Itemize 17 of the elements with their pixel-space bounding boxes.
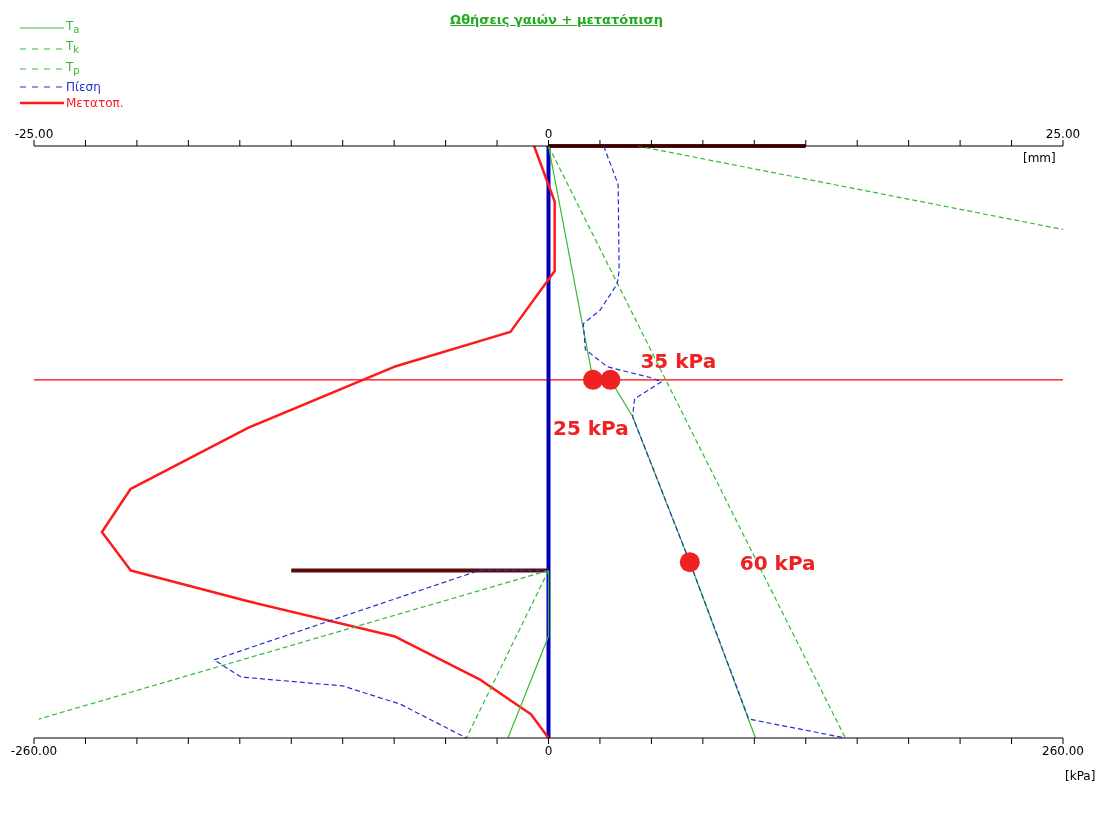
x-axis-title: [kPa] — [1065, 769, 1096, 783]
x2-tick-label: -25.00 — [14, 127, 54, 141]
x-tick-label: -260.00 — [10, 743, 58, 758]
legend-label: Πίεση — [66, 79, 101, 96]
legend-label: T$_{k}$ — [66, 38, 80, 58]
legend-label: Μετατοπ. — [66, 95, 124, 112]
legend-label: T$_{p}$ — [66, 58, 80, 79]
x2-tick-label: 25.00 — [1045, 127, 1081, 141]
annotation: 35 kPa — [640, 349, 717, 374]
annotation: 60 kPa — [739, 550, 816, 575]
x2-axis-title: [mm] — [1023, 151, 1056, 165]
x2-tick-label: 0 — [544, 127, 553, 141]
x-tick-label: 260.00 — [1042, 743, 1084, 758]
x-tick-label: 0 — [544, 743, 553, 758]
annotation: 25 kPa — [553, 416, 629, 441]
chart-title: Ωθήσεις γαιών + μετατόπιση — [450, 12, 663, 27]
legend-label: T$_{a}$ — [66, 18, 80, 38]
